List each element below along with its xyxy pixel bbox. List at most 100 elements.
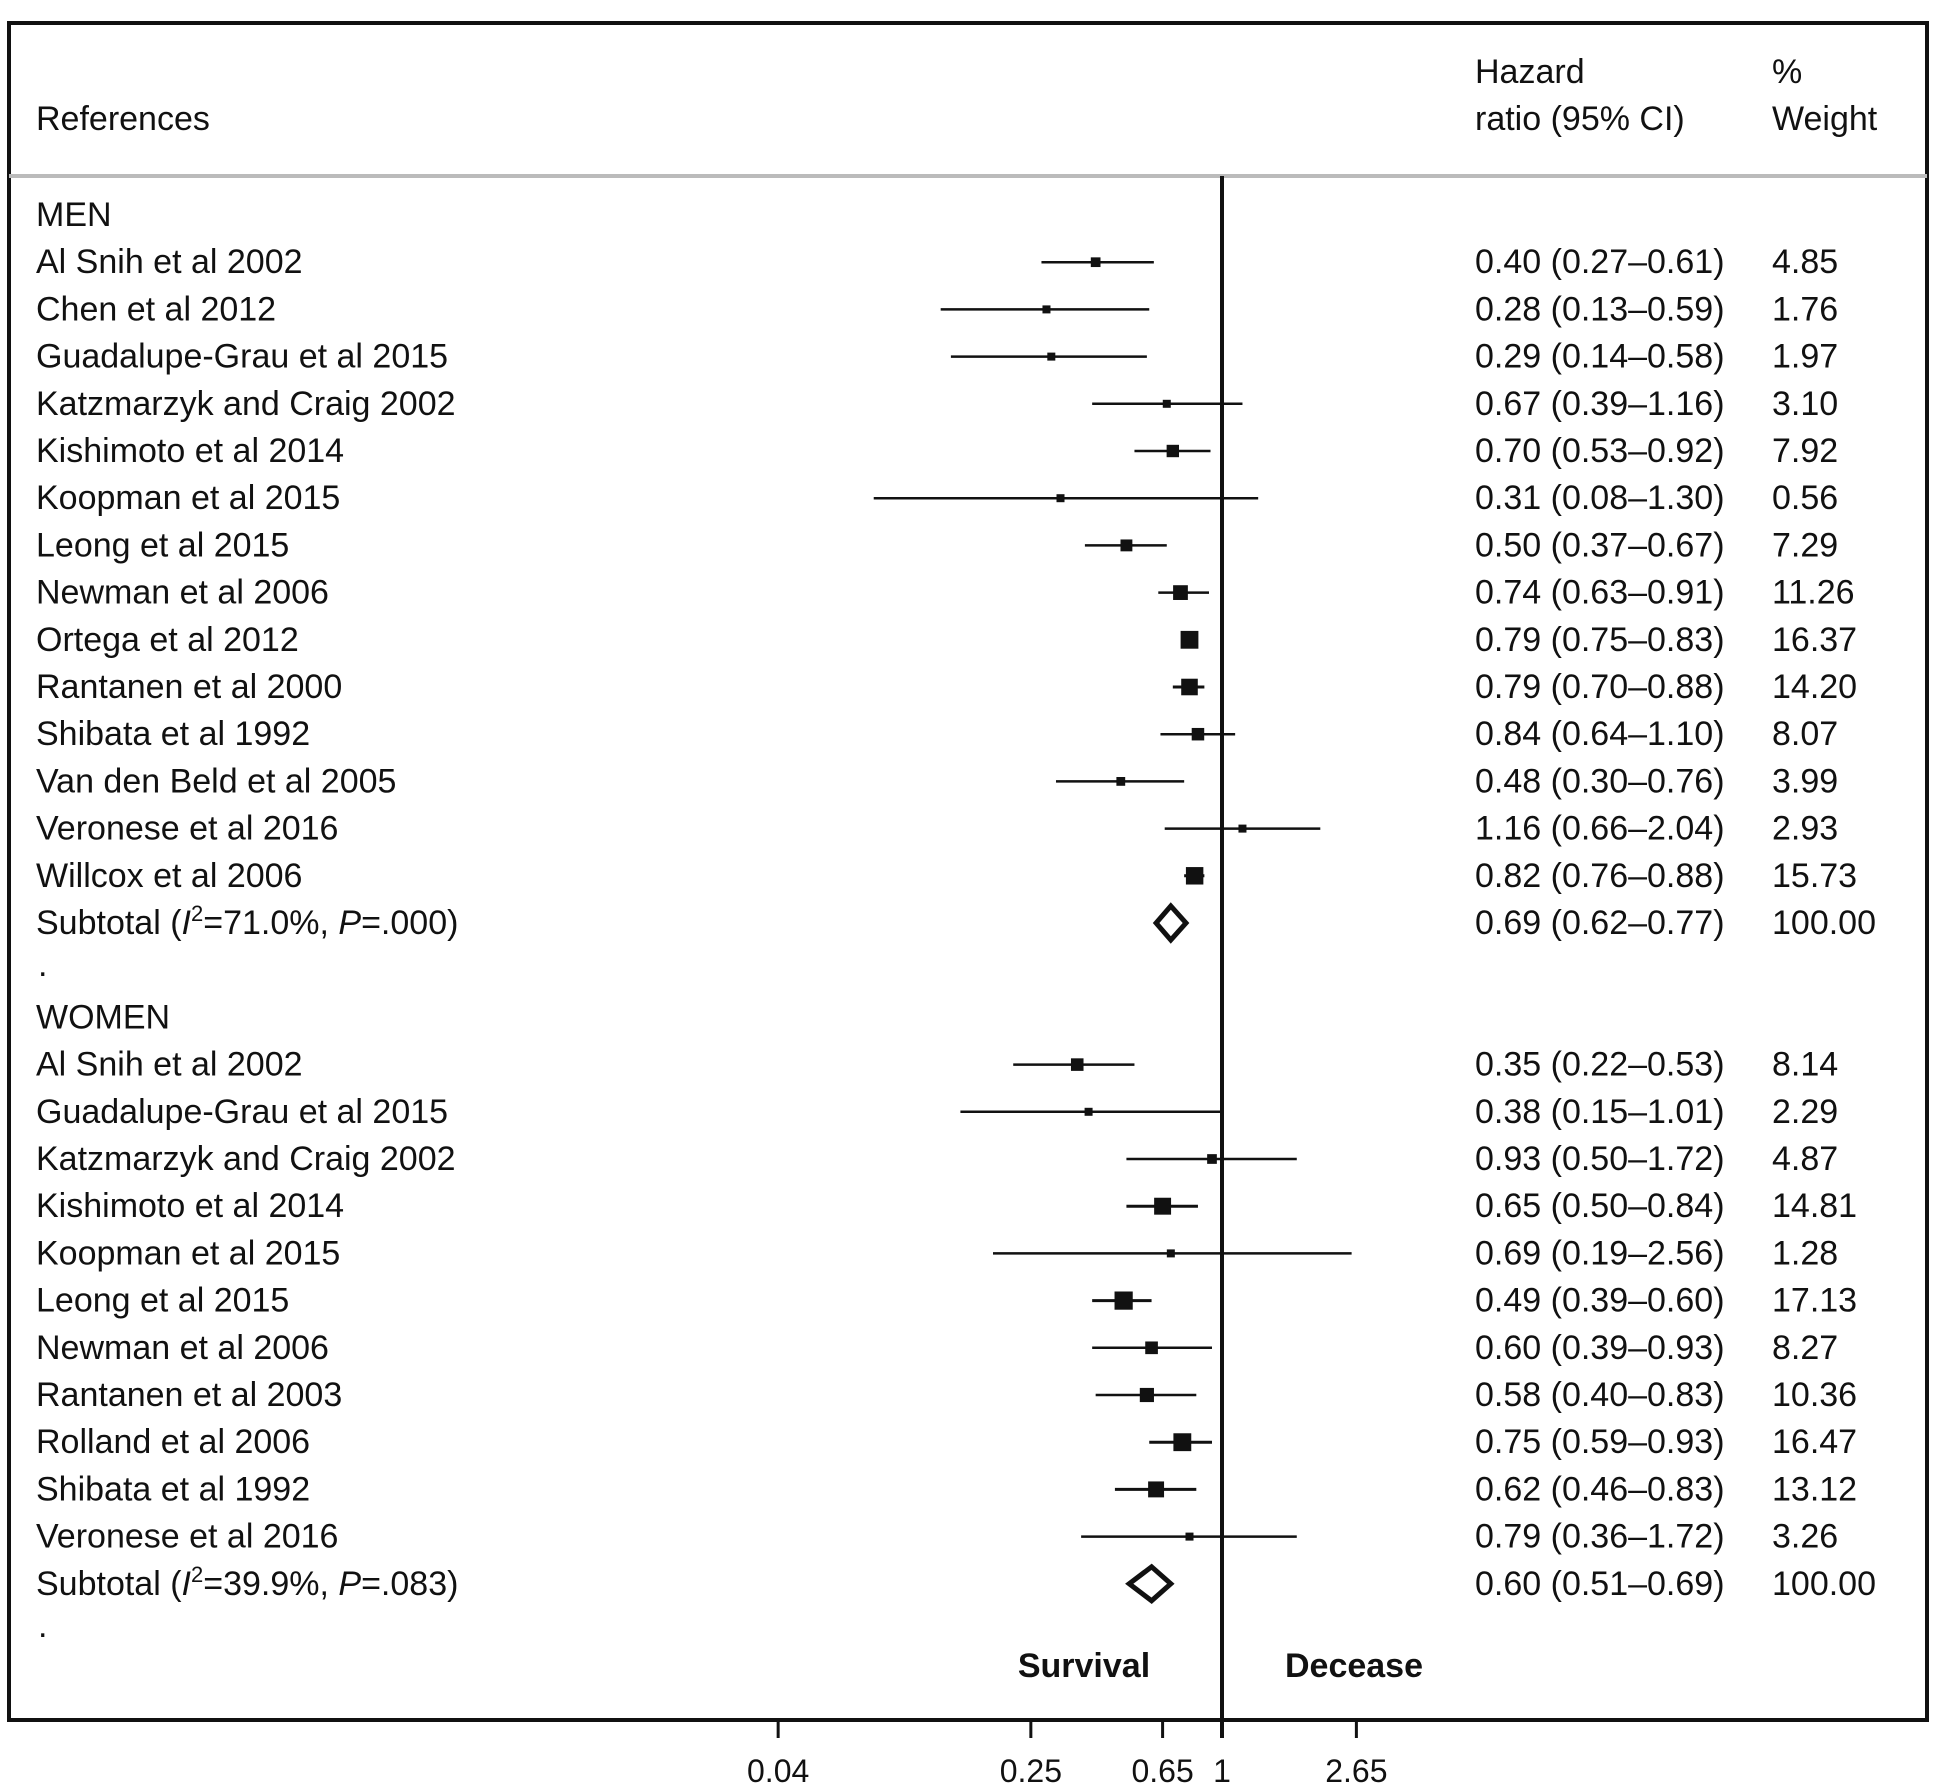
hr-ci-text: 0.82 (0.76–0.88) (1475, 857, 1725, 895)
point-estimate (1084, 1107, 1093, 1116)
study-label: Guadalupe-Grau et al 2015 (36, 1093, 448, 1131)
weight-text: 8.27 (1772, 1329, 1838, 1367)
weight-text: 0.56 (1772, 479, 1838, 517)
separator-mark: . (38, 1607, 47, 1645)
point-estimate (1145, 1341, 1158, 1355)
study-label: Veronese et al 2016 (36, 810, 338, 848)
weight-text: 8.14 (1772, 1046, 1838, 1084)
subtotal-diamond (1125, 1563, 1175, 1605)
study-label: Chen et al 2012 (36, 290, 276, 328)
hr-ci-text: 0.62 (0.46–0.83) (1475, 1470, 1725, 1508)
study-label: Leong et al 2015 (36, 526, 289, 564)
group-label: WOMEN (36, 998, 170, 1036)
header-hazard-line2: ratio (95% CI) (1475, 100, 1685, 138)
point-estimate (1139, 1387, 1154, 1403)
direction-label-survival: Survival (1018, 1647, 1150, 1685)
point-estimate (1090, 257, 1101, 268)
weight-text: 2.93 (1772, 810, 1838, 848)
hr-ci-text: 0.50 (0.37–0.67) (1475, 526, 1725, 564)
weight-text: 4.85 (1772, 243, 1838, 281)
hr-ci-text: 0.79 (0.75–0.83) (1475, 621, 1725, 659)
point-estimate (1116, 777, 1126, 786)
weight-text: 7.92 (1772, 432, 1838, 470)
header-references: References (36, 100, 210, 138)
weight-text: 1.28 (1772, 1234, 1838, 1272)
point-estimate (1181, 678, 1198, 696)
hr-ci-text: 0.31 (0.08–1.30) (1475, 479, 1725, 517)
hr-ci-text: 0.38 (0.15–1.01) (1475, 1093, 1725, 1131)
hr-ci-text: 0.49 (0.39–0.60) (1475, 1282, 1725, 1320)
hr-ci-text: 0.29 (0.14–0.58) (1475, 338, 1725, 376)
hr-ci-text: 0.93 (0.50–1.72) (1475, 1140, 1725, 1178)
i-squared-sup: 2 (191, 1562, 203, 1587)
hr-ci-text: 0.74 (0.63–0.91) (1475, 574, 1725, 612)
i-squared-symbol: I (182, 1565, 192, 1603)
weight-text: 13.12 (1772, 1470, 1857, 1508)
weight-text: 16.47 (1772, 1423, 1857, 1461)
hr-ci-text: 0.70 (0.53–0.92) (1475, 432, 1725, 470)
study-label: Van den Beld et al 2005 (36, 762, 396, 800)
weight-text: 4.87 (1772, 1140, 1838, 1178)
weight-text: 14.81 (1772, 1187, 1857, 1225)
point-estimate (1180, 630, 1199, 649)
study-label: Rantanen et al 2003 (36, 1376, 342, 1414)
weight-text: 15.73 (1772, 857, 1857, 895)
hr-ci-text: 0.35 (0.22–0.53) (1475, 1046, 1725, 1084)
weight-text: 2.29 (1772, 1093, 1838, 1131)
subtotal-label: Subtotal (I2=71.0%, P=.000) (36, 901, 458, 942)
subtotal-hr-ci-text: 0.69 (0.62–0.77) (1475, 904, 1725, 942)
study-label: Koopman et al 2015 (36, 1234, 340, 1272)
x-axis-ticks: 0.04 0.25 0.65 1 2.65 (747, 1720, 1388, 1789)
x-tick-label: 2.65 (1325, 1753, 1387, 1789)
subtotal-weight-text: 100.00 (1772, 1565, 1876, 1603)
study-label: Koopman et al 2015 (36, 479, 340, 517)
study-label: Willcox et al 2006 (36, 857, 302, 895)
hr-ci-text: 0.65 (0.50–0.84) (1475, 1187, 1725, 1225)
hr-ci-text: 1.16 (0.66–2.04) (1475, 810, 1725, 848)
p-symbol: P (338, 904, 361, 942)
subtotal-prefix: Subtotal ( (36, 1565, 182, 1603)
hr-ci-text: 0.60 (0.39–0.93) (1475, 1329, 1725, 1367)
weight-text: 7.29 (1772, 526, 1838, 564)
study-label: Newman et al 2006 (36, 574, 329, 612)
hr-ci-text: 0.58 (0.40–0.83) (1475, 1376, 1725, 1414)
i-squared-symbol: I (182, 904, 192, 942)
header-hazard-line1: Hazard (1475, 53, 1585, 91)
study-label: Katzmarzyk and Craig 2002 (36, 385, 456, 423)
i-squared-sup: 2 (191, 901, 203, 926)
point-estimate (1154, 1197, 1172, 1215)
hr-ci-text: 0.79 (0.70–0.88) (1475, 668, 1725, 706)
point-estimate (1056, 494, 1065, 503)
weight-text: 10.36 (1772, 1376, 1857, 1414)
weight-text: 16.37 (1772, 621, 1857, 659)
point-estimate (1042, 305, 1051, 314)
point-estimate (1047, 352, 1056, 361)
i-squared-value: =71.0%, (203, 904, 338, 942)
hr-ci-text: 0.75 (0.59–0.93) (1475, 1423, 1725, 1461)
study-label: Katzmarzyk and Craig 2002 (36, 1140, 456, 1178)
x-tick-label: 0.65 (1131, 1753, 1193, 1789)
forest-rows: MEN Al Snih et al 2002 0.40 (0.27–0.61) 4.8… (36, 196, 1876, 1645)
p-value: =.000) (361, 904, 458, 942)
point-estimate (1191, 727, 1205, 741)
study-label: Rolland et al 2006 (36, 1423, 310, 1461)
point-estimate (1148, 1481, 1165, 1498)
point-estimate (1166, 1249, 1175, 1258)
hr-ci-text: 0.69 (0.19–2.56) (1475, 1234, 1725, 1272)
weight-text: 17.13 (1772, 1282, 1857, 1320)
study-label: Al Snih et al 2002 (36, 1046, 303, 1084)
subtotal-label: Subtotal (I2=39.9%, P=.083) (36, 1562, 458, 1603)
point-estimate (1207, 1154, 1217, 1164)
study-label: Shibata et al 1992 (36, 715, 310, 753)
x-tick-label: 0.04 (747, 1753, 809, 1789)
point-estimate (1185, 1532, 1194, 1541)
direction-label-decease: Decease (1285, 1647, 1423, 1685)
x-tick-label: 0.25 (1000, 1753, 1062, 1789)
study-label: Newman et al 2006 (36, 1329, 329, 1367)
point-estimate (1173, 585, 1188, 600)
hr-ci-text: 0.40 (0.27–0.61) (1475, 243, 1725, 281)
subtotal-weight-text: 100.00 (1772, 904, 1876, 942)
hr-ci-text: 0.28 (0.13–0.59) (1475, 290, 1725, 328)
study-label: Ortega et al 2012 (36, 621, 299, 659)
